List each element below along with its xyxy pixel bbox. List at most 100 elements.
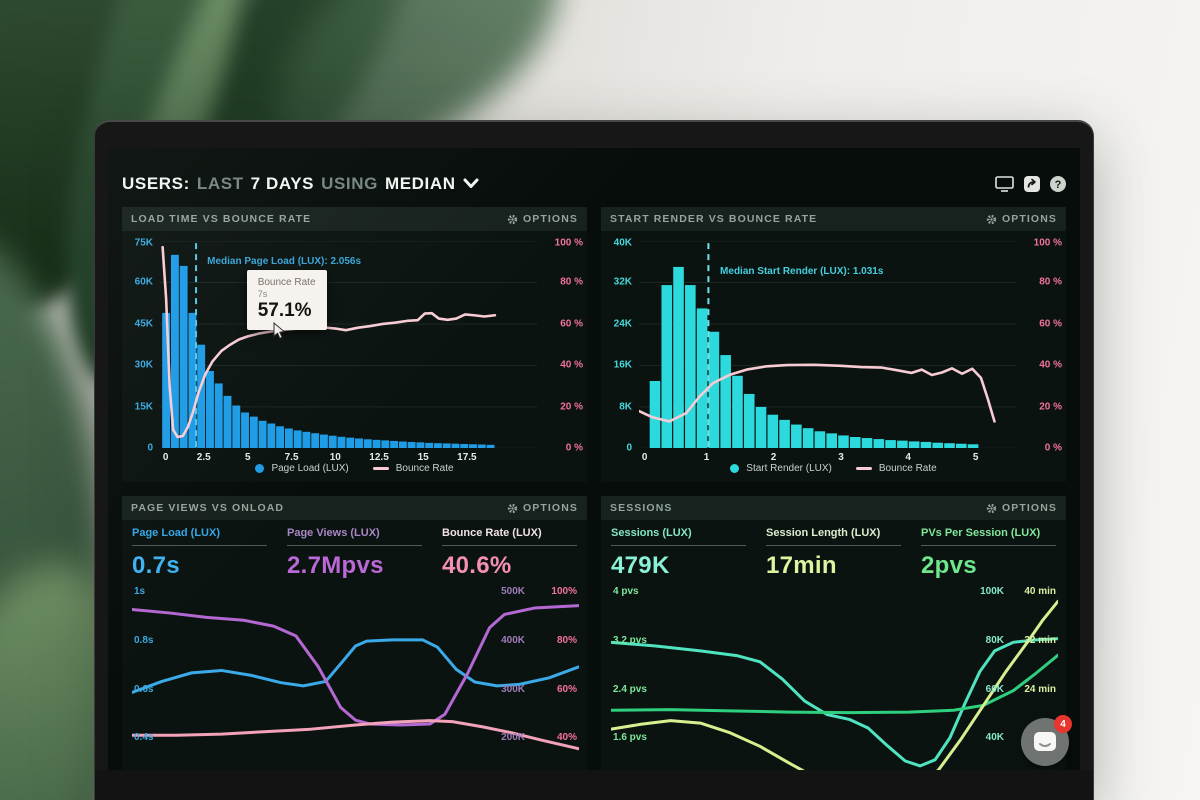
- x-tick: 10: [329, 452, 341, 464]
- metric-label: Page Load (LUX): [132, 527, 221, 540]
- metric-divider: [132, 545, 267, 547]
- dashboard: USERS: LAST 7 DAYS USING MEDIAN: [108, 148, 1080, 770]
- y-tick: 4 pvs: [613, 586, 639, 598]
- y-tick: 1s: [134, 586, 146, 598]
- tick-row: 0.8s 400K 80%: [134, 635, 577, 646]
- options-button[interactable]: OPTIONS: [986, 213, 1057, 225]
- y-tick: 0: [147, 442, 153, 454]
- help-button[interactable]: ?: [1050, 175, 1066, 192]
- y-tick: 0 %: [1044, 442, 1062, 454]
- options-button[interactable]: OPTIONS: [507, 213, 578, 225]
- legend-line-icon: [372, 467, 389, 471]
- laptop-bezel: USERS: LAST 7 DAYS USING MEDIAN: [94, 120, 1094, 800]
- display-icon: [995, 175, 1014, 192]
- y-tick: 0 %: [565, 442, 583, 454]
- y-tick: 60 %: [1039, 318, 1062, 330]
- y-tick: 40 %: [1039, 359, 1062, 371]
- dashboard-header: USERS: LAST 7 DAYS USING MEDIAN: [122, 168, 1066, 199]
- y-tick: 60 %: [560, 318, 583, 330]
- panel-title: SESSIONS: [610, 502, 673, 515]
- y-tick: 0.8s: [134, 635, 154, 647]
- sessions-line-chart[interactable]: 4 pvs 100K 40 min 3.2 pvs 80K 32 min: [611, 586, 1058, 770]
- options-label: OPTIONS: [523, 213, 578, 225]
- panel-start-render-header: START RENDER VS BOUNCE RATE OPTIONS: [601, 207, 1066, 231]
- y-tick: 200K: [501, 732, 525, 744]
- panel-sessions: SESSIONS OPTIONS Sessions: [601, 496, 1066, 770]
- legend-dot-icon: [730, 464, 740, 474]
- panel-load-time: LOAD TIME VS BOUNCE RATE OPTIONS: [122, 207, 587, 483]
- y-tick: 75K: [134, 237, 153, 249]
- y-tick: 300K: [501, 683, 525, 695]
- y-tick: 0.6s: [134, 683, 154, 695]
- start-render-histogram[interactable]: Median Start Render (LUX): 1.031s 0 1 2 …: [639, 241, 1016, 463]
- y-tick: 60K: [985, 683, 1004, 695]
- y-tick: 15K: [134, 401, 153, 413]
- y-tick: 40%: [556, 732, 577, 744]
- panel-page-views-header: PAGE VIEWS VS ONLOAD OPTIONS: [122, 496, 587, 521]
- y-axis-right: 100 % 80 % 60 % 40 % 20 % 0 %: [1016, 237, 1066, 454]
- x-tick: 2.5: [196, 452, 211, 464]
- title-median: MEDIAN: [384, 173, 456, 193]
- y-tick: 24 min: [1024, 683, 1056, 695]
- gear-icon: [507, 214, 518, 224]
- metric-label: Session Length (LUX): [766, 527, 881, 540]
- y-tick: 30K: [134, 359, 153, 371]
- metric-divider: [442, 545, 577, 547]
- options-button[interactable]: OPTIONS: [507, 502, 578, 514]
- users-period-dropdown[interactable]: USERS: LAST 7 DAYS USING MEDIAN: [122, 174, 479, 194]
- bottom-row: PAGE VIEWS VS ONLOAD OPTIONS: [122, 496, 1066, 770]
- y-tick: 8K: [619, 401, 632, 413]
- metric-divider: [611, 545, 746, 547]
- share-button[interactable]: [1024, 175, 1040, 192]
- x-tick: 5: [245, 452, 251, 464]
- tick-row: 1s 500K 100%: [134, 586, 577, 597]
- y-tick: 80 %: [560, 276, 583, 288]
- y-tick: 3.2 pvs: [613, 635, 647, 647]
- y-tick: 20 %: [560, 401, 583, 413]
- y-tick: 20 %: [1039, 401, 1062, 413]
- metric-value: 0.7s: [132, 552, 180, 580]
- options-label: OPTIONS: [523, 502, 578, 515]
- legend-bounce-rate[interactable]: Bounce Rate: [372, 463, 454, 474]
- y-axis-right: 100 % 80 % 60 % 40 % 20 % 0 %: [537, 238, 587, 454]
- tv-mode-button[interactable]: [995, 175, 1014, 192]
- metric-value: 40.6%: [442, 552, 512, 580]
- load-time-histogram[interactable]: Median Page Load (LUX): 2.056s Bounce Ra…: [160, 241, 537, 463]
- tick-row: 1.6 pvs 40K: [613, 732, 1056, 743]
- tick-row: 2.4 pvs 60K 24 min: [613, 684, 1056, 695]
- options-button[interactable]: OPTIONS: [986, 502, 1057, 514]
- chart-zone: 40K 32K 24K 16K 8K 0 Median Start Render…: [601, 237, 1066, 464]
- panel-start-render: START RENDER VS BOUNCE RATE OPTIONS: [601, 207, 1066, 483]
- chat-launcher[interactable]: 4: [1021, 715, 1072, 766]
- y-tick: 0.4s: [134, 732, 154, 744]
- tooltip-metric: Bounce Rate: [257, 277, 316, 289]
- legend-bounce-rate[interactable]: Bounce Rate: [855, 463, 937, 474]
- y-tick: 32 min: [1024, 635, 1056, 647]
- y-tick: 100 %: [1033, 237, 1062, 249]
- x-tick: 17.5: [457, 452, 477, 464]
- metric-page-load: Page Load (LUX) 0.7s: [132, 527, 267, 580]
- median-annotation: Median Page Load (LUX): 2.056s: [207, 255, 362, 267]
- panel-title: START RENDER VS BOUNCE RATE: [610, 213, 818, 225]
- chat-icon: [1034, 732, 1056, 751]
- metric-value: 2pvs: [921, 552, 977, 580]
- y-tick: 60%: [556, 683, 577, 695]
- title-using: USING: [321, 173, 378, 193]
- legend-page-load[interactable]: Page Load (LUX): [255, 463, 349, 474]
- gear-icon: [986, 214, 997, 224]
- y-tick: 1.6 pvs: [613, 732, 647, 744]
- y-tick: 40 min: [1024, 586, 1056, 598]
- x-tick: 0: [641, 452, 648, 464]
- panel-page-views: PAGE VIEWS VS ONLOAD OPTIONS: [122, 496, 587, 770]
- share-icon: [1024, 175, 1040, 192]
- gear-icon: [507, 503, 518, 514]
- metric-label: Bounce Rate (LUX): [442, 527, 542, 540]
- page-views-line-chart[interactable]: 1s 500K 100% 0.8s 400K 80%: [132, 586, 579, 770]
- legend-start-render[interactable]: Start Render (LUX): [730, 463, 832, 474]
- laptop-chin: [95, 770, 1093, 800]
- tooltip-value: 57.1%: [257, 300, 312, 322]
- tooltip-x-value: 7s: [257, 289, 268, 300]
- y-tick: 0: [626, 442, 632, 454]
- panel-load-time-header: LOAD TIME VS BOUNCE RATE OPTIONS: [122, 207, 587, 231]
